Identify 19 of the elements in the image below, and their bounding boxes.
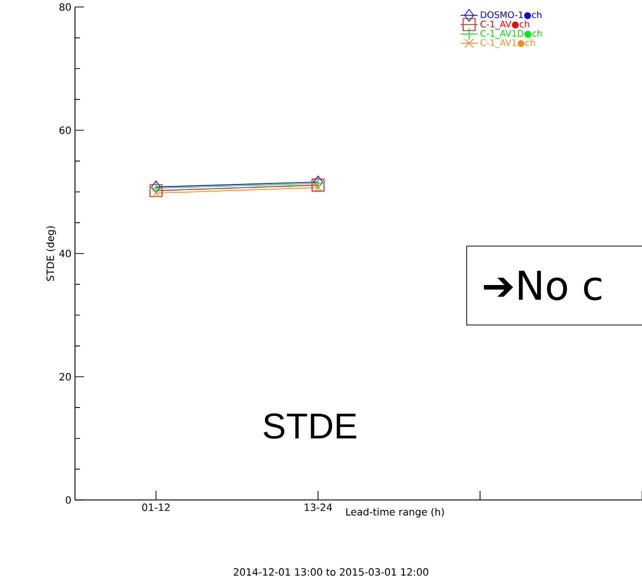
point (313, 182, 323, 192)
legend-label: C-1_AV1●ch (480, 39, 535, 48)
legend-label: C-1_AV1D●ch (480, 30, 542, 39)
y-tick-label: 0 (66, 496, 71, 504)
x-axis-title: Lead-time range (h) (346, 508, 444, 518)
y-tick-label: 60 (60, 126, 71, 134)
point (151, 188, 161, 198)
legend-label: DOSMO-1●ch (480, 11, 542, 20)
annotation: ➔No c (484, 270, 602, 300)
y-tick-label: 40 (59, 250, 71, 258)
y-tick-label: 80 (59, 3, 71, 11)
text: 2014-12-01 13:00 to 2015-03-01 12:00 (234, 568, 428, 576)
y-axis-title: STDE (deg) (46, 226, 56, 281)
x-tick-label: 13-24 (304, 503, 332, 512)
legend-label: C-1_AV●ch (480, 20, 530, 30)
x-tick-label: 01-12 (142, 503, 170, 512)
annotation: STDE (264, 413, 356, 439)
y-tick-label: 20 (60, 372, 71, 380)
point (150, 184, 162, 198)
